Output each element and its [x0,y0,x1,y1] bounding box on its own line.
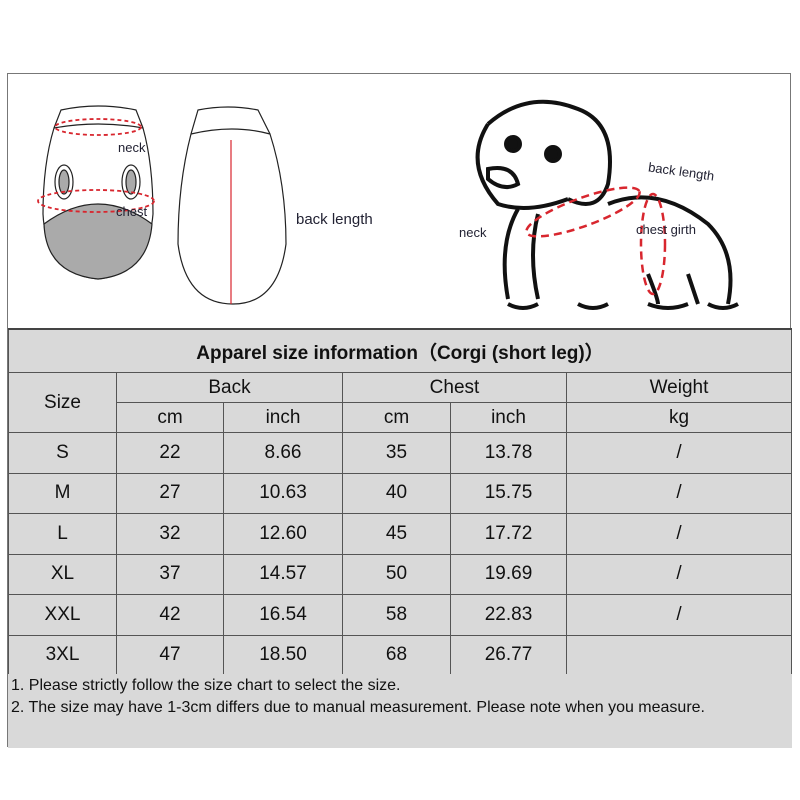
cell-back-inch: 18.50 [223,634,343,676]
notes: 1. Please strictly follow the size chart… [8,674,792,748]
cell-chest-cm: 40 [342,472,451,514]
header-weight: Weight [566,372,792,403]
table-row: XL 37 14.57 50 19.69/ [8,553,792,595]
cell-chest-inch: 13.78 [450,432,567,474]
cell-size: L [8,513,117,555]
note-2: 2. The size may have 1-3cm differs due t… [11,699,705,716]
cell-back-inch: 12.60 [223,513,343,555]
cell-chest-inch: 17.72 [450,513,567,555]
note-1: 1. Please strictly follow the size chart… [11,677,401,694]
measurement-illustration: neck chest back length back length neck … [8,74,792,328]
header-back-inch: inch [223,402,343,433]
vest-neck-label: neck [118,140,146,155]
cell-back-inch: 14.57 [223,553,343,595]
header-size: Size [8,372,117,433]
header-chest-inch: inch [450,402,567,433]
cell-size: 3XL [8,634,117,676]
illustration-graphics [37,99,739,310]
cell-size: S [8,432,117,474]
dog-neck-label: neck [459,225,487,240]
table-row: XXL 42 16.54 58 22.83/ [8,594,792,636]
cell-back-cm: 42 [116,594,224,636]
table-title: Apparel size information（Corgi (short le… [8,328,792,373]
size-chart: neck chest back length back length neck … [7,73,792,748]
header-weight-kg: kg [566,402,792,433]
table-row: 3XL 47 18.50 68 26.77 [8,634,792,676]
cell-chest-inch: 15.75 [450,472,567,514]
cell-weight: / [566,553,792,595]
table-row: M 27 10.63 40 15.75/ [8,472,792,514]
table-row: L 32 12.60 45 17.72/ [8,513,792,555]
cell-chest-cm: 35 [342,432,451,474]
header-chest: Chest [342,372,567,403]
vest-back-icon [177,106,287,305]
vest-front-icon [37,105,155,280]
header-chest-cm: cm [342,402,451,433]
dog-icon [475,99,739,310]
cell-weight: / [566,513,792,555]
vest-back-length-label: back length [296,211,373,228]
cell-weight: / [566,432,792,474]
cell-chest-cm: 68 [342,634,451,676]
cell-back-cm: 37 [116,553,224,595]
table-row: S 22 8.66 35 13.78/ [8,432,792,474]
cell-weight [566,634,792,676]
cell-back-inch: 10.63 [223,472,343,514]
header-back-cm: cm [116,402,224,433]
cell-weight: / [566,472,792,514]
cell-chest-inch: 22.83 [450,594,567,636]
cell-back-inch: 8.66 [223,432,343,474]
cell-chest-cm: 45 [342,513,451,555]
cell-back-cm: 27 [116,472,224,514]
vest-chest-label: chest [116,204,148,219]
cell-back-cm: 22 [116,432,224,474]
cell-chest-inch: 19.69 [450,553,567,595]
cell-back-inch: 16.54 [223,594,343,636]
cell-chest-cm: 50 [342,553,451,595]
cell-chest-inch: 26.77 [450,634,567,676]
cell-chest-cm: 58 [342,594,451,636]
cell-size: M [8,472,117,514]
cell-back-cm: 32 [116,513,224,555]
header-back: Back [116,372,343,403]
size-table: Apparel size information（Corgi (short le… [8,328,792,676]
cell-back-cm: 47 [116,634,224,676]
dog-chest-girth-label: chest girth [636,222,696,237]
cell-size: XL [8,553,117,595]
cell-size: XXL [8,594,117,636]
cell-weight: / [566,594,792,636]
